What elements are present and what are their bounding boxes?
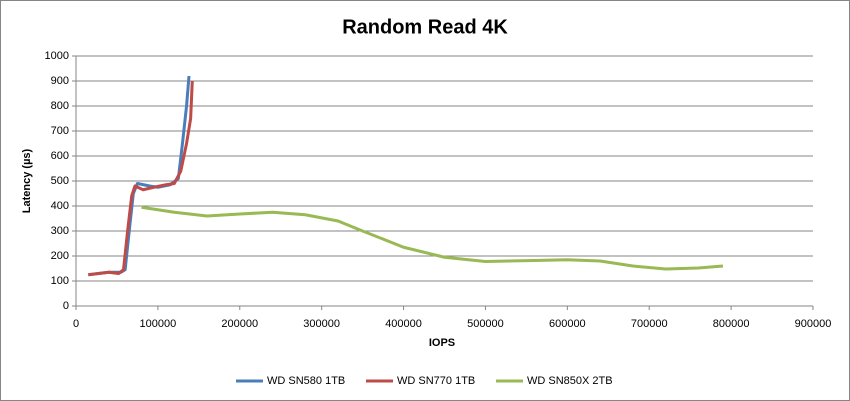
y-tick-label: 700: [51, 125, 69, 137]
y-axis-title: Latency (µs): [21, 148, 33, 213]
y-tick-label: 0: [63, 300, 69, 312]
y-tick-label: 800: [51, 100, 69, 112]
x-tick-label: 200000: [221, 318, 258, 330]
x-tick-label: 300000: [303, 318, 340, 330]
legend-label: WD SN770 1TB: [397, 375, 475, 387]
series-line: [141, 205, 724, 271]
legend-label: WD SN580 1TB: [267, 375, 345, 387]
x-tick-label: 400000: [385, 318, 422, 330]
x-tick-label: 900000: [795, 318, 832, 330]
chart-title: Random Read 4K: [342, 16, 508, 38]
y-tick-label: 100: [51, 275, 69, 287]
x-tick-label: 100000: [140, 318, 177, 330]
x-tick-label: 700000: [631, 318, 668, 330]
y-tick-label: 200: [51, 250, 69, 262]
y-tick-label: 500: [51, 175, 69, 187]
legend-label: WD SN850X 2TB: [527, 375, 613, 387]
y-tick-label: 600: [51, 150, 69, 162]
y-tick-label: 300: [51, 225, 69, 237]
x-tick-label: 600000: [549, 318, 586, 330]
y-tick-label: 400: [51, 200, 69, 212]
x-tick-label: 500000: [467, 318, 504, 330]
x-axis-title: IOPS: [429, 337, 455, 349]
x-tick-label: 0: [73, 318, 79, 330]
y-tick-label: 900: [51, 75, 69, 87]
series-line: [88, 80, 194, 277]
y-tick-label: 1000: [45, 50, 69, 62]
x-tick-label: 800000: [713, 318, 750, 330]
